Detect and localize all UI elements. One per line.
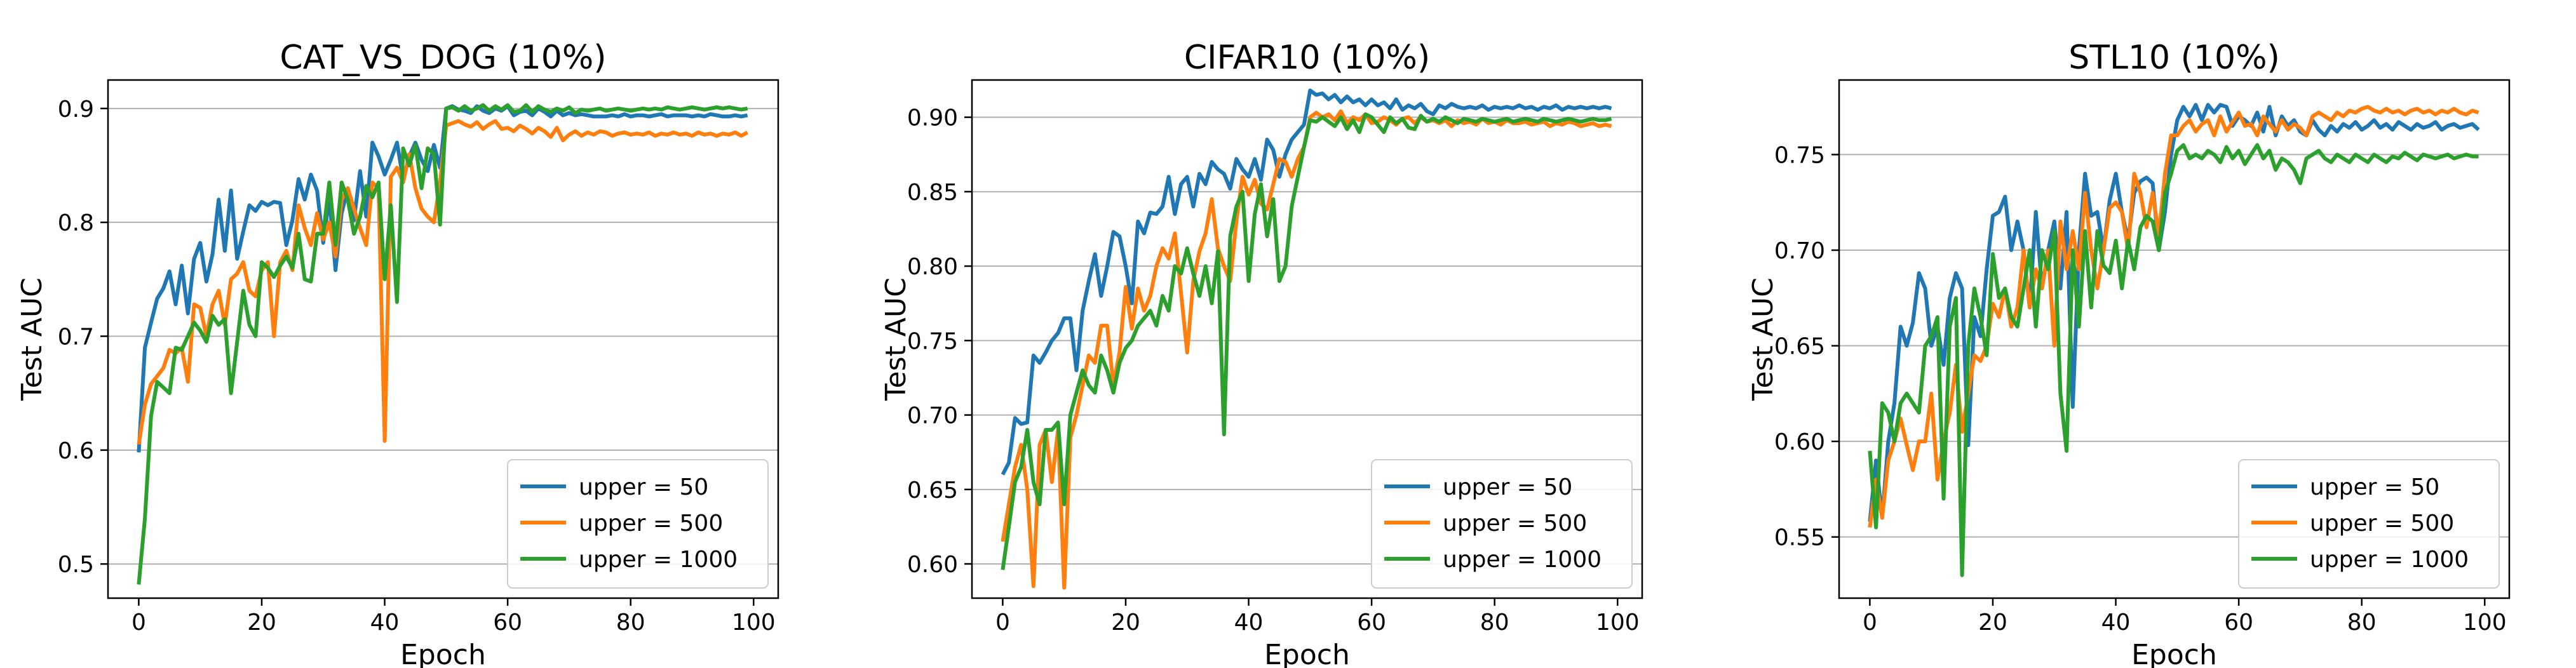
y-axis-label: Test AUC [880,277,912,401]
series-line-1 [1001,88,1612,476]
legend-box [2238,459,2500,589]
x-tick-label: 60 [493,610,522,636]
y-tick-label: 0.90 [907,105,958,131]
subplot-1: 0 20 40 60 80 100 0.5 0.6 0.7 0.8 0.9 CAT_VS_DOG (1… [16,39,779,668]
y-tick-label: 0.70 [907,403,958,429]
chart-title: CIFAR10 (10%) [1184,39,1430,77]
x-tick-label: 60 [1357,610,1386,636]
legend-label: upper = 50 [2310,474,2439,500]
y-tick-label: 0.65 [907,478,958,504]
legend-label: upper = 500 [1443,511,1587,537]
legend-label: upper = 1000 [1443,547,1602,573]
series-line-3 [1001,112,1612,570]
y-tick-label: 0.60 [907,552,958,578]
x-tick-label: 100 [2463,610,2507,636]
x-tick-label: 20 [1978,610,2007,636]
y-tick-label: 0.55 [1774,525,1825,551]
legend-label: upper = 1000 [579,547,738,573]
axes-frame [1838,79,2511,599]
y-tick-label: 0.7 [58,324,94,351]
y-tick-label: 0.65 [1774,334,1825,360]
y-tick-label: 0.70 [1774,238,1825,264]
x-tick-label: 40 [370,610,400,636]
x-axis-label: Epoch [2131,639,2217,668]
x-tick-label: 20 [247,610,276,636]
legend: upper = 50 upper = 500 upper = 1000 [1371,459,1633,589]
series-line-3 [1868,143,2479,577]
subplot-3: 0 20 40 60 80 100 0.55 0.60 0.65 0.70 0.75 STL10 (1… [1747,39,2511,668]
x-tick-label: 80 [2347,610,2377,636]
legend-box [1371,459,1633,589]
x-tick-label: 20 [1111,610,1140,636]
legend-label: upper = 500 [2310,511,2454,537]
x-tick-label: 100 [732,610,776,636]
x-tick-label: 100 [1596,610,1640,636]
x-axis-label: Epoch [400,639,486,668]
legend-box [507,459,769,589]
x-tick-label: 40 [1234,610,1264,636]
x-tick-label: 80 [1480,610,1509,636]
y-tick-label: 0.80 [907,254,958,280]
y-tick-label: 0.75 [1774,142,1825,168]
axes-frame [107,79,779,599]
x-tick-label: 40 [2101,610,2131,636]
x-axis-label: Epoch [1264,639,1350,668]
chart-title: CAT_VS_DOG (10%) [280,39,606,77]
legend-label: upper = 50 [579,474,708,500]
axes-frame [971,79,1643,599]
y-tick-label: 0.60 [1774,429,1825,455]
legend-label: upper = 50 [1443,474,1572,500]
y-axis-label: Test AUC [1747,277,1779,401]
y-tick-label: 0.6 [58,438,94,464]
y-tick-label: 0.75 [907,328,958,354]
y-tick-label: 0.9 [58,97,94,123]
chart-title: STL10 (10%) [2068,39,2280,77]
legend: upper = 50 upper = 500 upper = 1000 [507,459,769,589]
series-line-3 [137,103,748,585]
subplot-2: 0 20 40 60 80 100 0.60 0.65 0.70 0.75 0.80 0.85 0.90… [880,39,1643,668]
legend-label: upper = 500 [579,511,723,537]
y-tick-label: 0.85 [907,180,958,206]
x-tick-label: 80 [616,610,645,636]
x-tick-label: 0 [995,610,1010,636]
legend: upper = 50 upper = 500 upper = 1000 [2238,459,2500,589]
x-tick-label: 0 [131,610,146,636]
legend-label: upper = 1000 [2310,547,2469,573]
series-line-2 [1868,105,2479,528]
y-tick-label: 0.8 [58,210,94,236]
x-tick-label: 0 [1863,610,1877,636]
y-axis-label: Test AUC [16,277,48,401]
y-tick-label: 0.5 [58,552,94,578]
x-tick-label: 60 [2224,610,2253,636]
